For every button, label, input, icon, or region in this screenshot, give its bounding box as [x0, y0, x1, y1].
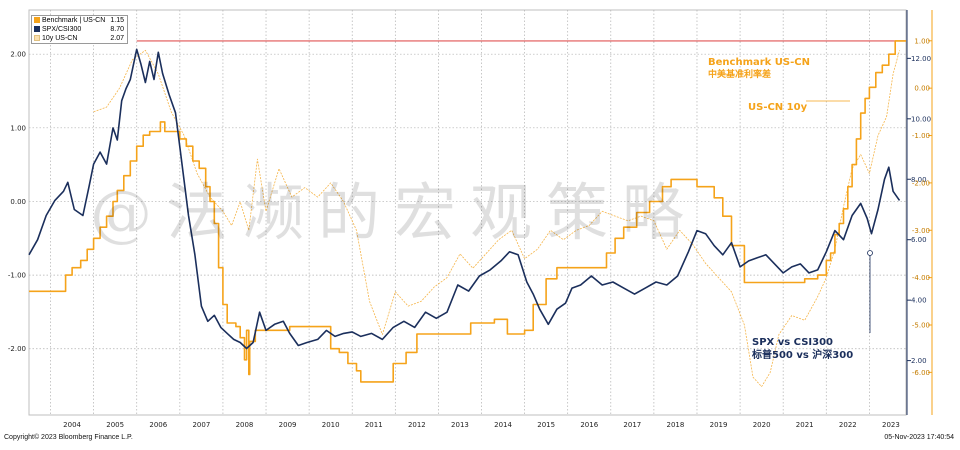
legend-swatch — [34, 35, 40, 41]
right2-tick-label: -5.00 — [912, 322, 930, 330]
left-tick-label: 1.00 — [10, 124, 26, 132]
legend-item-spx-csi300: SPX/CSI300 8.70 — [32, 25, 127, 34]
left-tick-label: 2.00 — [10, 51, 26, 59]
legend-label: 10y US-CN — [42, 35, 78, 42]
x-tick-label: 2014 — [494, 421, 512, 429]
right2-tick-label: 1.00 — [914, 37, 930, 45]
right2-tick-label: 0.00 — [914, 85, 930, 93]
annotation-spx: SPX vs CSI300 — [752, 337, 833, 348]
x-tick-label: 2005 — [106, 421, 124, 429]
legend: Benchmark | US-CN 1.15 SPX/CSI300 8.70 1… — [31, 15, 128, 44]
annotation-10y: US-CN 10y — [748, 102, 808, 113]
x-tick-label: 2017 — [623, 421, 641, 429]
x-tick-label: 2021 — [796, 421, 814, 429]
series-benchmark-line — [29, 40, 906, 383]
x-tick-label: 2019 — [710, 421, 728, 429]
copyright-text: Copyright© 2023 Bloomberg Finance L.P. — [4, 434, 133, 441]
legend-value: 2.07 — [110, 35, 124, 42]
annotation-benchmark-cn: 中美基准利率差 — [708, 68, 771, 80]
x-tick-label: 2013 — [451, 421, 469, 429]
legend-swatch — [34, 26, 40, 32]
annotation-benchmark: Benchmark US-CN — [708, 57, 810, 68]
legend-swatch — [34, 17, 40, 23]
x-tick-label: 2008 — [236, 421, 254, 429]
left-tick-label: -2.00 — [8, 345, 26, 353]
plot-frame — [28, 9, 907, 416]
annotation-spx-cn: 标普500 vs 沪深300 — [751, 348, 853, 361]
x-tick-label: 2023 — [882, 421, 900, 429]
x-tick-label: 2012 — [408, 421, 426, 429]
leader-marker-spx — [867, 250, 873, 256]
right2-tick-label: -2.00 — [912, 179, 930, 187]
right2-tick-label: -4.00 — [912, 274, 930, 282]
x-tick-label: 2022 — [839, 421, 857, 429]
x-tick-label: 2015 — [537, 421, 555, 429]
left-tick-label: 0.00 — [10, 198, 26, 206]
legend-label: SPX/CSI300 — [42, 26, 82, 33]
timestamp-text: 05-Nov-2023 17:40:54 — [884, 434, 954, 441]
left-tick-label: -1.00 — [8, 272, 26, 280]
x-tick-label: 2020 — [753, 421, 771, 429]
right1-tick-label: 6.00 — [911, 236, 927, 244]
legend-value: 1.15 — [110, 17, 124, 24]
x-tick-label: 2016 — [580, 421, 598, 429]
legend-item-benchmark: Benchmark | US-CN 1.15 — [32, 16, 127, 25]
x-tick-label: 2007 — [192, 421, 210, 429]
x-tick-label: 2011 — [365, 421, 383, 429]
axes: 2004 2005 2006 2007 2008 2009 2010 2011 2012 2013… — [8, 10, 933, 429]
x-tick-label: 2004 — [63, 421, 81, 429]
right2-tick-label: -1.00 — [912, 132, 930, 140]
series-spx-csi300-line — [28, 48, 901, 350]
right1-tick-label: 12.00 — [911, 55, 931, 63]
right1-tick-label: 4.00 — [911, 297, 927, 305]
x-tick-label: 2009 — [279, 421, 297, 429]
right2-tick-label: -6.00 — [912, 369, 930, 377]
legend-value: 8.70 — [110, 26, 124, 33]
series-layer — [28, 40, 906, 387]
x-tick-label: 2018 — [667, 421, 685, 429]
right1-tick-label: 2.00 — [911, 357, 927, 365]
right1-tick-label: 8.00 — [911, 176, 927, 184]
grid — [28, 9, 907, 416]
right2-tick-label: -3.00 — [912, 227, 930, 235]
x-tick-label: 2006 — [149, 421, 167, 429]
right1-tick-label: 10.00 — [911, 115, 931, 123]
x-tick-label: 2010 — [322, 421, 340, 429]
legend-label: Benchmark | US-CN — [42, 17, 106, 24]
legend-item-10y: 10y US-CN 2.07 — [32, 34, 127, 43]
